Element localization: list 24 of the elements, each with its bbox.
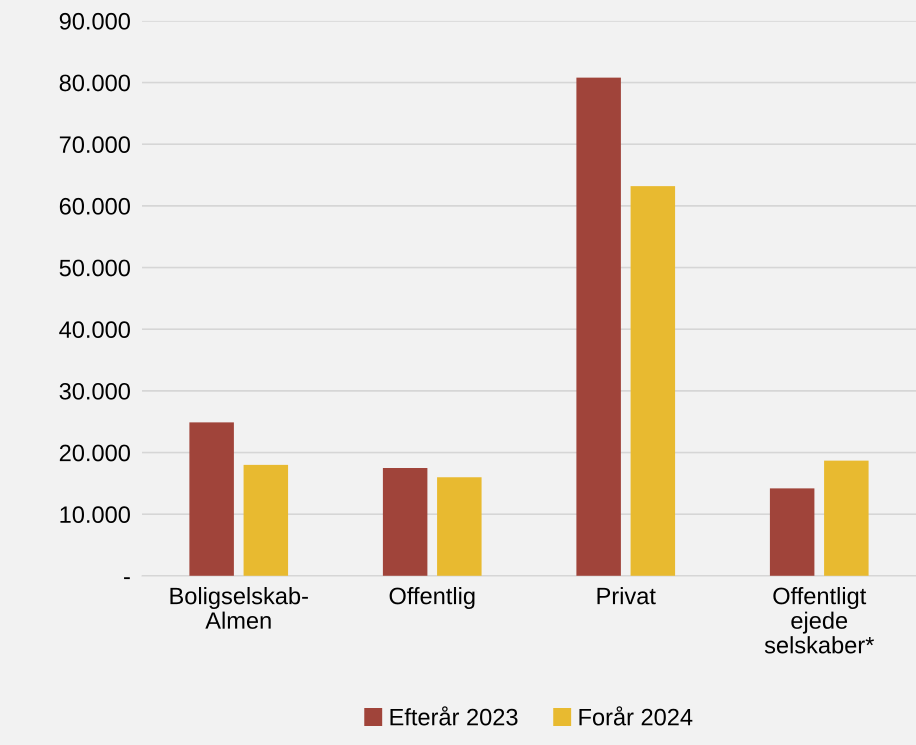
- x-tick-label: Boligselskab- Almen: [170, 586, 308, 629]
- y-tick-label: 70.000: [60, 136, 130, 153]
- legend-label: Efterår 2023: [390, 706, 518, 726]
- x-tick-label: Privat: [598, 586, 656, 604]
- legend-label: Forår 2024: [579, 706, 692, 726]
- y-tick-label: 30.000: [60, 382, 130, 400]
- y-tick-label: 60.000: [60, 198, 130, 215]
- y-tick-label: 40.000: [59, 321, 130, 338]
- bar: [189, 422, 234, 576]
- bar: [244, 464, 288, 576]
- y-tick-label: 10.000: [60, 506, 130, 524]
- bar: [824, 460, 869, 576]
- bar: [437, 477, 482, 576]
- x-tick-label: Offentligt ejede selskaber*: [764, 586, 874, 654]
- y-tick-label: -: [124, 577, 130, 580]
- y-tick-label: 20.000: [60, 444, 130, 462]
- bar: [630, 186, 676, 576]
- y-tick-label: 50.000: [60, 260, 130, 276]
- x-tick-label: Offentlig: [390, 586, 474, 610]
- bar: [382, 468, 428, 576]
- y-tick-label: 90.000: [60, 12, 130, 30]
- bar: [576, 78, 621, 576]
- bar: [770, 488, 814, 576]
- y-tick-label: 80.000: [60, 74, 130, 92]
